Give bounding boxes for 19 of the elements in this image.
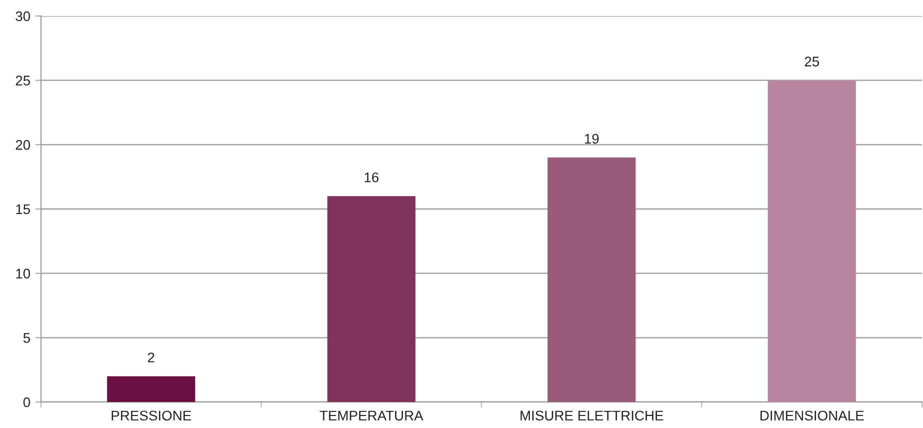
y-tick-label: 15 <box>16 204 30 214</box>
y-tick-label: 30 <box>16 11 30 22</box>
y-tick-label: 20 <box>16 140 30 150</box>
data-label: 19 <box>584 134 599 144</box>
data-label: 2 <box>148 352 154 362</box>
bar <box>107 376 196 402</box>
x-tick-label: TEMPERATURA <box>320 410 424 421</box>
bar <box>768 80 856 402</box>
bar <box>327 196 416 402</box>
data-label: 25 <box>804 56 820 66</box>
y-tick-label: 0 <box>23 397 30 408</box>
x-tick-label: PRESSIONE <box>112 410 192 421</box>
bar <box>548 158 636 402</box>
x-tick-label: DIMENSIONALE <box>760 410 864 421</box>
data-label: 16 <box>364 172 378 182</box>
y-tick-label: 10 <box>16 268 30 279</box>
x-tick-label: MISURE ELETTRICHE <box>520 410 664 421</box>
y-tick-label: 25 <box>16 76 30 86</box>
y-tick-label: 5 <box>23 333 30 343</box>
